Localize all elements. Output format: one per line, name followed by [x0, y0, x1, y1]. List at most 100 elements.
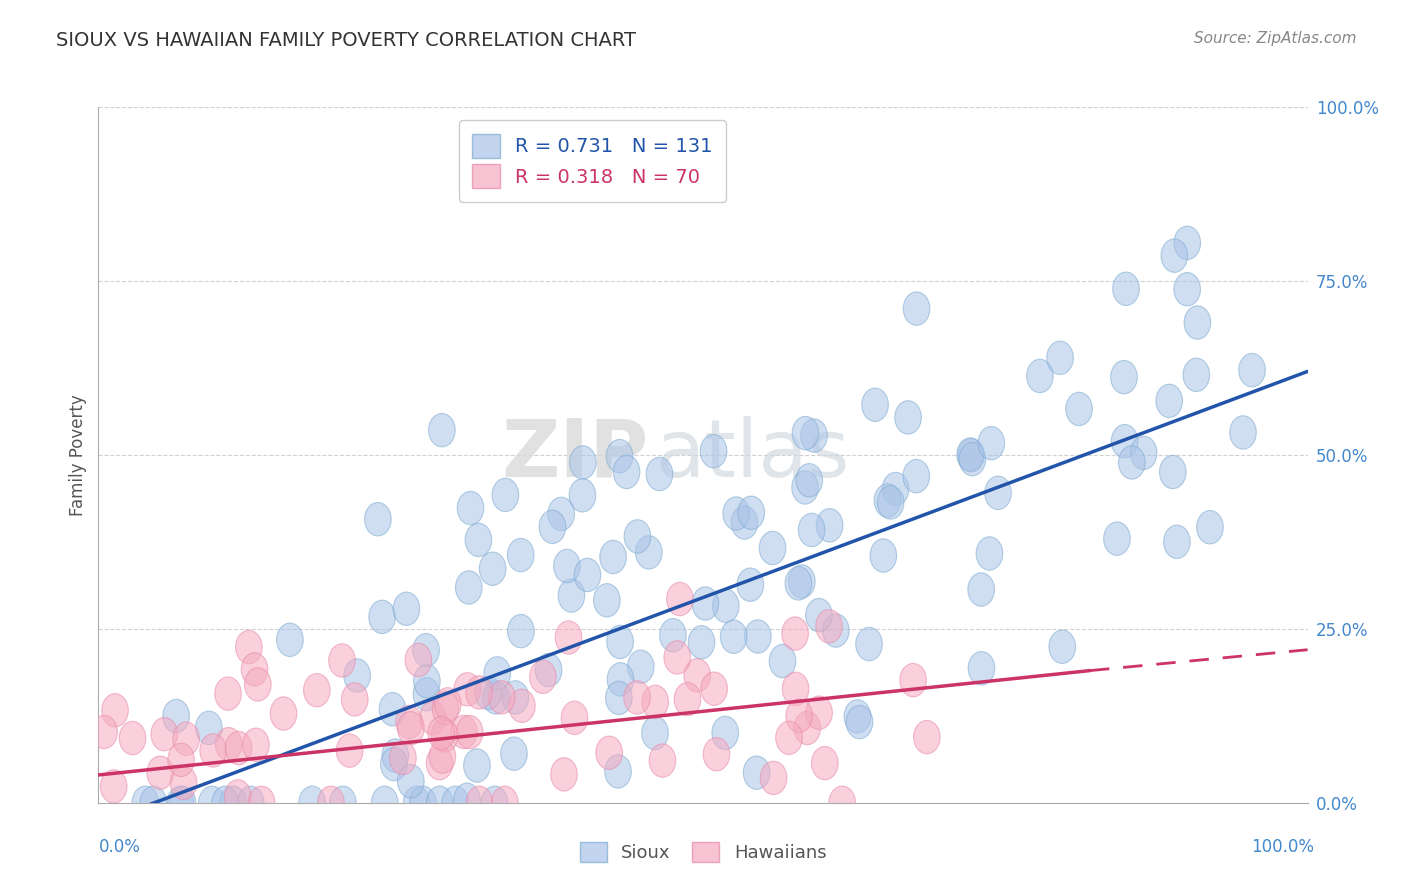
Ellipse shape	[413, 678, 440, 711]
Ellipse shape	[815, 609, 842, 643]
Ellipse shape	[398, 764, 425, 798]
Ellipse shape	[624, 681, 651, 714]
Ellipse shape	[957, 439, 984, 472]
Ellipse shape	[195, 711, 222, 745]
Ellipse shape	[759, 532, 786, 565]
Ellipse shape	[249, 786, 276, 820]
Ellipse shape	[475, 676, 502, 710]
Ellipse shape	[738, 496, 765, 530]
Ellipse shape	[427, 716, 454, 750]
Ellipse shape	[398, 712, 425, 745]
Ellipse shape	[413, 633, 439, 667]
Ellipse shape	[641, 716, 668, 749]
Ellipse shape	[711, 716, 738, 749]
Ellipse shape	[329, 644, 356, 677]
Ellipse shape	[441, 786, 468, 820]
Ellipse shape	[464, 748, 491, 782]
Ellipse shape	[683, 658, 710, 692]
Ellipse shape	[342, 682, 368, 716]
Ellipse shape	[146, 756, 173, 789]
Ellipse shape	[900, 664, 927, 697]
Ellipse shape	[796, 464, 823, 497]
Ellipse shape	[731, 506, 758, 539]
Ellipse shape	[167, 786, 194, 820]
Ellipse shape	[413, 665, 440, 698]
Ellipse shape	[692, 587, 718, 620]
Ellipse shape	[817, 508, 844, 542]
Ellipse shape	[1111, 425, 1137, 458]
Ellipse shape	[782, 673, 808, 706]
Ellipse shape	[508, 615, 534, 648]
Ellipse shape	[465, 675, 492, 709]
Ellipse shape	[1112, 272, 1139, 305]
Ellipse shape	[91, 715, 118, 748]
Ellipse shape	[225, 780, 252, 814]
Ellipse shape	[465, 524, 492, 557]
Ellipse shape	[862, 388, 889, 422]
Ellipse shape	[792, 417, 818, 450]
Ellipse shape	[454, 783, 481, 816]
Ellipse shape	[1174, 273, 1201, 306]
Ellipse shape	[389, 741, 416, 774]
Ellipse shape	[650, 744, 676, 777]
Ellipse shape	[647, 458, 672, 491]
Ellipse shape	[574, 558, 600, 591]
Ellipse shape	[382, 739, 409, 772]
Ellipse shape	[713, 590, 740, 623]
Ellipse shape	[969, 651, 995, 685]
Ellipse shape	[150, 717, 177, 751]
Ellipse shape	[169, 786, 195, 820]
Ellipse shape	[484, 657, 510, 690]
Text: SIOUX VS HAWAIIAN FAMILY POVERTY CORRELATION CHART: SIOUX VS HAWAIIAN FAMILY POVERTY CORRELA…	[56, 31, 637, 50]
Ellipse shape	[242, 653, 269, 686]
Ellipse shape	[1239, 353, 1265, 387]
Ellipse shape	[1230, 416, 1257, 450]
Ellipse shape	[569, 479, 596, 512]
Ellipse shape	[236, 631, 262, 664]
Ellipse shape	[381, 747, 408, 780]
Ellipse shape	[786, 699, 813, 732]
Ellipse shape	[101, 694, 128, 727]
Ellipse shape	[551, 757, 578, 791]
Ellipse shape	[243, 728, 269, 762]
Ellipse shape	[877, 486, 904, 519]
Ellipse shape	[536, 653, 562, 687]
Ellipse shape	[666, 582, 693, 615]
Ellipse shape	[1111, 360, 1137, 394]
Ellipse shape	[1119, 446, 1144, 479]
Ellipse shape	[132, 786, 159, 820]
Ellipse shape	[120, 722, 146, 755]
Ellipse shape	[776, 721, 803, 755]
Ellipse shape	[1160, 455, 1187, 489]
Ellipse shape	[432, 691, 458, 725]
Ellipse shape	[806, 599, 832, 632]
Ellipse shape	[569, 446, 596, 479]
Ellipse shape	[409, 786, 436, 820]
Ellipse shape	[914, 721, 941, 754]
Ellipse shape	[219, 786, 246, 820]
Ellipse shape	[479, 552, 506, 585]
Ellipse shape	[141, 786, 167, 820]
Ellipse shape	[277, 624, 304, 657]
Text: ZIP: ZIP	[502, 416, 648, 494]
Ellipse shape	[454, 673, 481, 706]
Text: atlas: atlas	[655, 416, 849, 494]
Ellipse shape	[1164, 525, 1191, 558]
Ellipse shape	[429, 740, 456, 773]
Ellipse shape	[405, 643, 432, 677]
Ellipse shape	[492, 786, 517, 820]
Ellipse shape	[606, 440, 633, 473]
Ellipse shape	[688, 625, 714, 659]
Ellipse shape	[434, 688, 461, 721]
Ellipse shape	[450, 715, 477, 748]
Ellipse shape	[700, 672, 727, 706]
Ellipse shape	[432, 719, 458, 752]
Ellipse shape	[538, 510, 565, 543]
Ellipse shape	[492, 478, 519, 512]
Ellipse shape	[792, 471, 818, 504]
Ellipse shape	[426, 786, 453, 820]
Ellipse shape	[1066, 392, 1092, 425]
Ellipse shape	[737, 568, 763, 601]
Ellipse shape	[318, 786, 344, 820]
Ellipse shape	[799, 513, 825, 547]
